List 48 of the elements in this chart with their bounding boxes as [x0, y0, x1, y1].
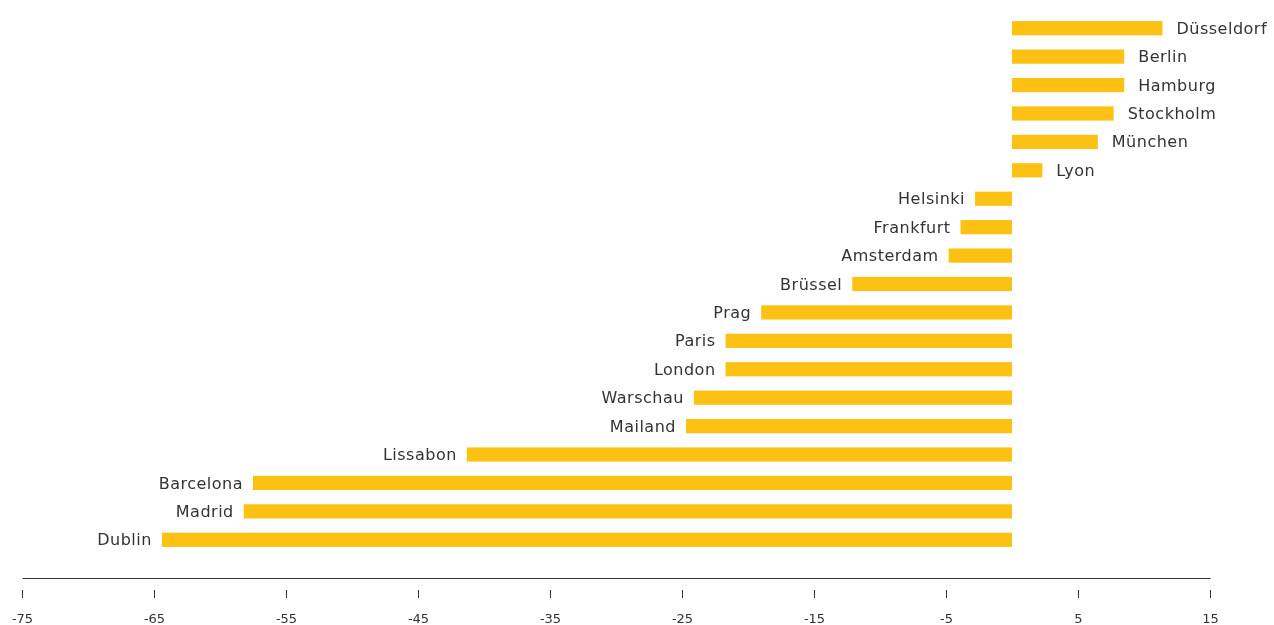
x-tick-label: -75: [11, 611, 34, 625]
bar: [960, 220, 1012, 235]
bar: [161, 532, 1012, 547]
bar: [852, 276, 1012, 292]
x-tick-label: 5: [1074, 611, 1083, 625]
y-tick-label: Madrid: [175, 501, 234, 521]
bar: [243, 504, 1012, 519]
bar: [1012, 106, 1114, 121]
y-tick-label: Lyon: [1056, 160, 1096, 180]
bar: [1012, 49, 1125, 64]
y-tick-label: Hamburg: [1138, 75, 1216, 95]
bar: [975, 191, 1012, 206]
bar: [1012, 21, 1163, 36]
y-tick-label: Paris: [674, 331, 716, 351]
y-tick-label: Berlin: [1138, 47, 1188, 67]
y-tick-label: Warschau: [601, 388, 684, 408]
x-tick-label: -15: [803, 611, 826, 625]
bar: [725, 333, 1012, 348]
y-tick-label: Prag: [713, 303, 752, 323]
y-tick-label: Stockholm: [1127, 104, 1217, 124]
y-tick-label: Düsseldorf: [1176, 18, 1268, 38]
y-tick-label: Mailand: [609, 416, 676, 436]
bar: [725, 362, 1012, 377]
bar: [466, 447, 1012, 462]
y-tick-label: Barcelona: [158, 473, 243, 493]
x-tick-label: -55: [275, 611, 298, 625]
x-tick-label: -25: [671, 611, 694, 625]
y-tick-label: München: [1111, 132, 1189, 152]
y-tick-label: Dublin: [97, 530, 152, 550]
bar: [685, 419, 1012, 434]
bar: [253, 475, 1012, 491]
bar: [1012, 163, 1043, 178]
y-tick-label: Lissabon: [382, 445, 457, 465]
y-tick-label: Amsterdam: [841, 246, 939, 266]
x-tick-label: -5: [940, 611, 953, 625]
x-tick-label: -65: [143, 611, 166, 625]
bar: [761, 305, 1012, 320]
y-tick-label: Frankfurt: [873, 217, 951, 237]
bar: [1012, 134, 1098, 149]
y-tick-label: Brüssel: [780, 274, 843, 294]
x-tick-label: -35: [539, 611, 562, 625]
bar: [948, 248, 1012, 263]
y-tick-label: Helsinki: [898, 189, 966, 209]
bar: [693, 390, 1012, 405]
y-tick-label: London: [653, 359, 716, 379]
bar: [1012, 77, 1125, 93]
x-tick-label: -45: [407, 611, 430, 625]
x-tick-label: 15: [1202, 611, 1219, 625]
